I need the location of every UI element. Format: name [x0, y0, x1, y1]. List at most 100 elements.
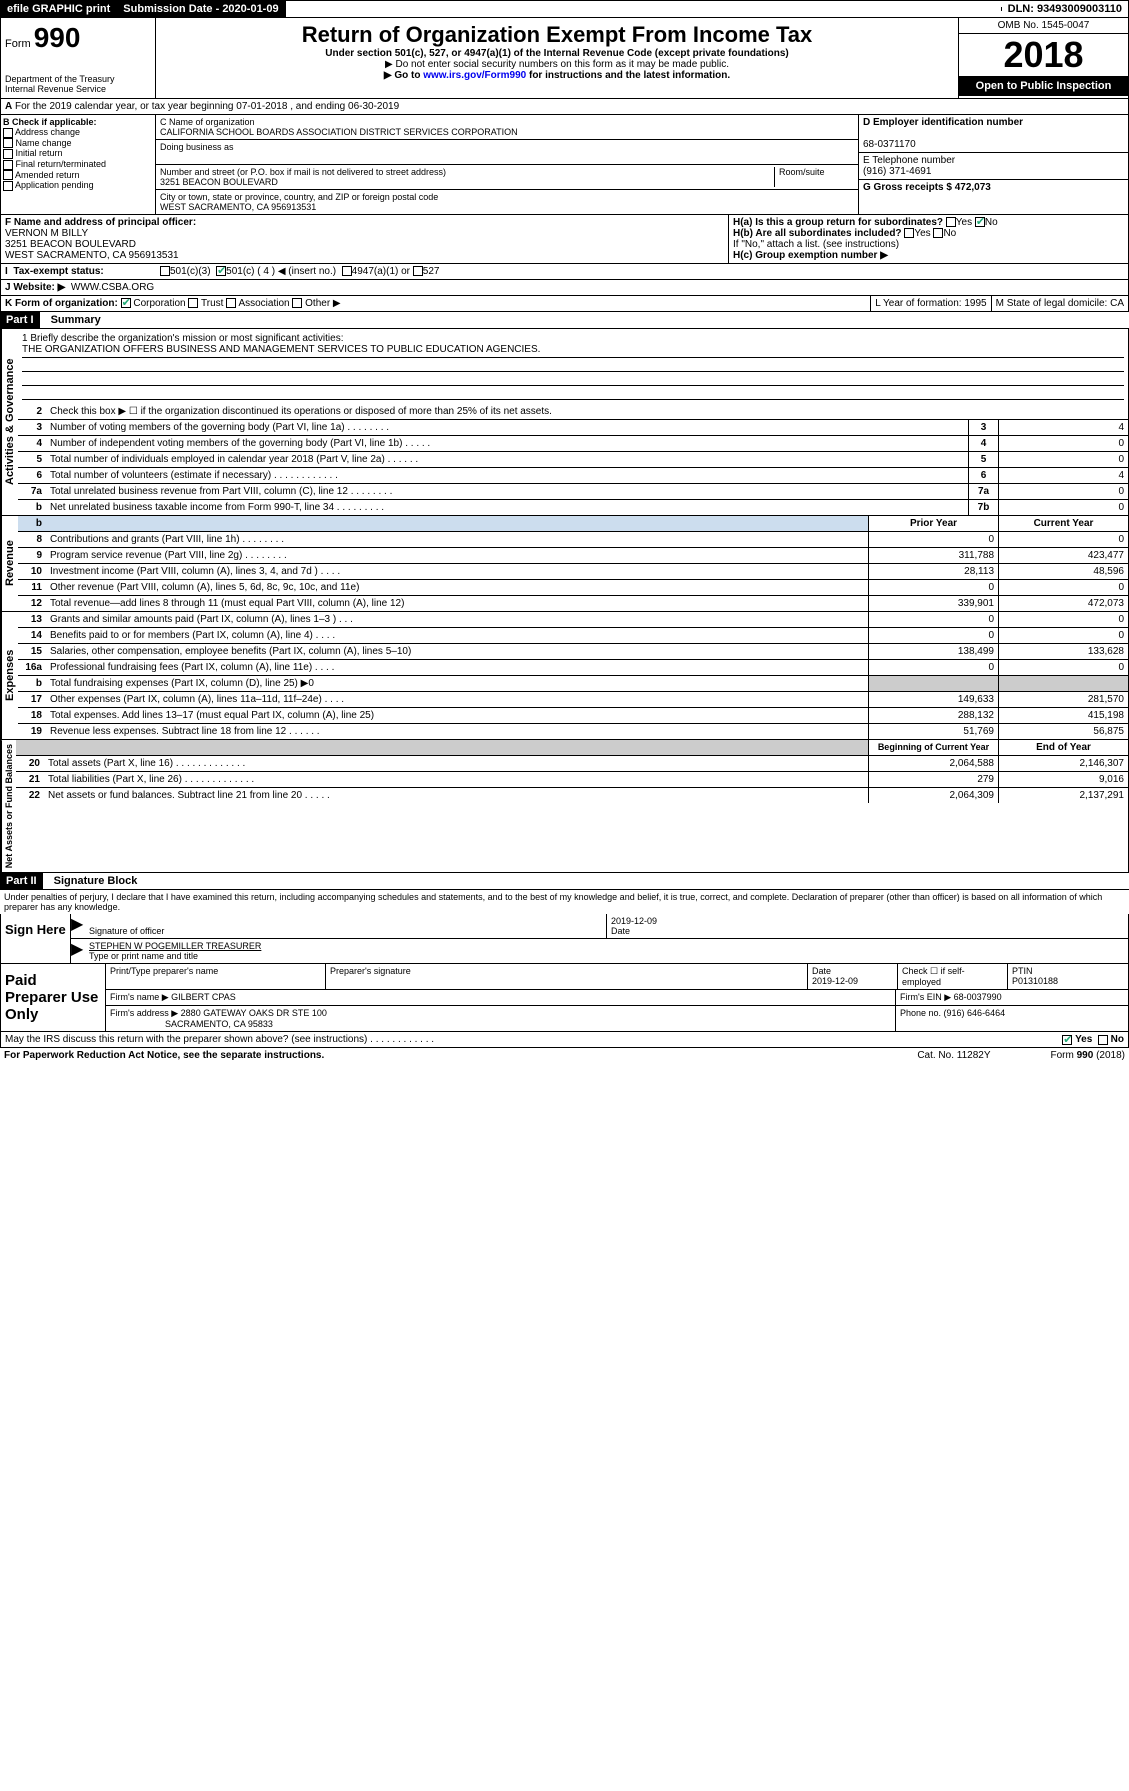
summary-line: 21Total liabilities (Part X, line 26) . …: [16, 772, 1128, 788]
footer: For Paperwork Reduction Act Notice, see …: [0, 1048, 1129, 1063]
summary-line: 14Benefits paid to or for members (Part …: [18, 628, 1128, 644]
section-b-row: B Check if applicable: Address change Na…: [0, 115, 1129, 215]
summary-line: 15Salaries, other compensation, employee…: [18, 644, 1128, 660]
dba-cell: Doing business as: [156, 140, 858, 165]
prep-ptin: PTINP01310188: [1008, 964, 1128, 989]
form-title: Return of Organization Exempt From Incom…: [160, 22, 954, 48]
summary-line: bTotal fundraising expenses (Part IX, co…: [18, 676, 1128, 692]
state-domicile: M State of legal domicile: CA: [991, 296, 1128, 311]
topbar: efile GRAPHIC print Submission Date - 20…: [0, 0, 1129, 18]
city-cell: City or town, state or province, country…: [156, 190, 858, 214]
ein-cell: D Employer identification number 68-0371…: [859, 115, 1128, 153]
subtitle-1: Under section 501(c), 527, or 4947(a)(1)…: [160, 48, 954, 59]
governance-section: Activities & Governance 1 Briefly descri…: [0, 329, 1129, 516]
omb-number: OMB No. 1545-0047: [959, 18, 1128, 34]
hb: H(b) Are all subordinates included? Yes …: [733, 228, 1124, 239]
cb-name-change[interactable]: Name change: [3, 138, 153, 149]
firm-addr: Firm's address ▶ 2880 GATEWAY OAKS DR ST…: [106, 1006, 896, 1031]
hb-note: If "No," attach a list. (see instruction…: [733, 239, 1124, 250]
dept-treasury: Department of the Treasury Internal Reve…: [5, 74, 151, 94]
summary-line: 9Program service revenue (Part VIII, lin…: [18, 548, 1128, 564]
open-public: Open to Public Inspection: [959, 76, 1128, 96]
prep-name-h: Print/Type preparer's name: [106, 964, 326, 989]
summary-line: 7aTotal unrelated business revenue from …: [18, 484, 1128, 500]
efile-label[interactable]: efile GRAPHIC print: [1, 1, 117, 17]
gross-receipts: G Gross receipts $ 472,073: [859, 180, 1128, 195]
sign-section: Sign Here ▶ Signature of officer 2019-12…: [0, 914, 1129, 964]
cb-discuss-yes[interactable]: [1062, 1035, 1072, 1045]
cb-4947[interactable]: [342, 266, 352, 276]
summary-line: 20Total assets (Part X, line 16) . . . .…: [16, 756, 1128, 772]
firm-phone: Phone no. (916) 646-6464: [896, 1006, 1128, 1031]
summary-line: 3Number of voting members of the governi…: [18, 420, 1128, 436]
summary-line: 19Revenue less expenses. Subtract line 1…: [18, 724, 1128, 739]
cb-assoc[interactable]: [226, 298, 236, 308]
subtitle-3: ▶ Go to www.irs.gov/Form990 for instruct…: [160, 70, 954, 81]
cb-discuss-no[interactable]: [1098, 1035, 1108, 1045]
cb-corp[interactable]: [121, 298, 131, 308]
cb-527[interactable]: [413, 266, 423, 276]
sig-date: 2019-12-09Date: [607, 914, 1128, 938]
summary-line: 13Grants and similar amounts paid (Part …: [18, 612, 1128, 628]
summary-line: 11Other revenue (Part VIII, column (A), …: [18, 580, 1128, 596]
prep-self[interactable]: Check ☐ if self-employed: [898, 964, 1008, 989]
cb-501c3[interactable]: [160, 266, 170, 276]
sig-name: STEPHEN W POGEMILLER TREASURERType or pr…: [85, 939, 1128, 963]
section-a: A For the 2019 calendar year, or tax yea…: [0, 99, 1129, 115]
section-k: K Form of organization: Corporation Trus…: [0, 296, 1129, 312]
netassets-section: Net Assets or Fund Balances Beginning of…: [0, 740, 1129, 873]
cb-address-change[interactable]: Address change: [3, 127, 153, 138]
paid-preparer-section: Paid Preparer Use Only Print/Type prepar…: [0, 964, 1129, 1032]
org-name-cell: C Name of organization CALIFORNIA SCHOOL…: [156, 115, 858, 140]
firm-ein: Firm's EIN ▶ 68-0037990: [896, 990, 1128, 1005]
part1-header: Part I Summary: [0, 312, 1129, 329]
dln: DLN: 93493009003110: [1002, 1, 1128, 17]
irs-link[interactable]: www.irs.gov/Form990: [423, 70, 526, 81]
cb-other[interactable]: [292, 298, 302, 308]
summary-line: 10Investment income (Part VIII, column (…: [18, 564, 1128, 580]
summary-line: 12Total revenue—add lines 8 through 11 (…: [18, 596, 1128, 611]
b-label: B Check if applicable:: [3, 117, 153, 127]
summary-line: 6Total number of volunteers (estimate if…: [18, 468, 1128, 484]
discuss-row: May the IRS discuss this return with the…: [0, 1032, 1129, 1048]
subtitle-2: ▶ Do not enter social security numbers o…: [160, 59, 954, 70]
summary-line: 8Contributions and grants (Part VIII, li…: [18, 532, 1128, 548]
netassets-header: Beginning of Current Year End of Year: [16, 740, 1128, 756]
ha: H(a) Is this a group return for subordin…: [733, 217, 1124, 228]
addr-cell: Number and street (or P.O. box if mail i…: [156, 165, 858, 190]
summary-line: 17Other expenses (Part IX, column (A), l…: [18, 692, 1128, 708]
expenses-section: Expenses 13Grants and similar amounts pa…: [0, 612, 1129, 740]
submission-date: Submission Date - 2020-01-09: [117, 1, 285, 17]
section-f: F Name and address of principal officer:…: [0, 215, 1129, 264]
cb-501c[interactable]: [216, 266, 226, 276]
summary-line: 5Total number of individuals employed in…: [18, 452, 1128, 468]
form-number: Form 990: [5, 22, 151, 54]
perjury-text: Under penalties of perjury, I declare th…: [0, 890, 1129, 914]
year-formation: L Year of formation: 1995: [870, 296, 990, 311]
summary-line: 16aProfessional fundraising fees (Part I…: [18, 660, 1128, 676]
sig-officer[interactable]: Signature of officer: [85, 914, 607, 938]
summary-line: 4Number of independent voting members of…: [18, 436, 1128, 452]
website-row: J Website: ▶ WWW.CSBA.ORG: [0, 280, 1129, 296]
phone-cell: E Telephone number (916) 371-4691: [859, 153, 1128, 180]
cb-trust[interactable]: [188, 298, 198, 308]
cb-initial-return[interactable]: Initial return: [3, 148, 153, 159]
prep-date: Date2019-12-09: [808, 964, 898, 989]
mission-label: 1 Briefly describe the organization's mi…: [22, 333, 1124, 344]
summary-line: bNet unrelated business taxable income f…: [18, 500, 1128, 515]
line-2: 2Check this box ▶ ☐ if the organization …: [18, 404, 1128, 420]
hc: H(c) Group exemption number ▶: [733, 250, 1124, 261]
revenue-section: Revenue b Prior Year Current Year 8Contr…: [0, 516, 1129, 612]
summary-line: 18Total expenses. Add lines 13–17 (must …: [18, 708, 1128, 724]
mission-text: THE ORGANIZATION OFFERS BUSINESS AND MAN…: [22, 344, 1124, 358]
prep-sig-h: Preparer's signature: [326, 964, 808, 989]
tax-year: 2018: [959, 34, 1128, 76]
firm-name: Firm's name ▶ GILBERT CPAS: [106, 990, 896, 1005]
revenue-header: b Prior Year Current Year: [18, 516, 1128, 532]
part2-header: Part II Signature Block: [0, 873, 1129, 890]
cb-amended[interactable]: Amended return: [3, 170, 153, 181]
cb-final-return[interactable]: Final return/terminated: [3, 159, 153, 170]
cb-application-pending[interactable]: Application pending: [3, 180, 153, 191]
summary-line: 22Net assets or fund balances. Subtract …: [16, 788, 1128, 803]
form-header: Form 990 Department of the Treasury Inte…: [0, 18, 1129, 99]
